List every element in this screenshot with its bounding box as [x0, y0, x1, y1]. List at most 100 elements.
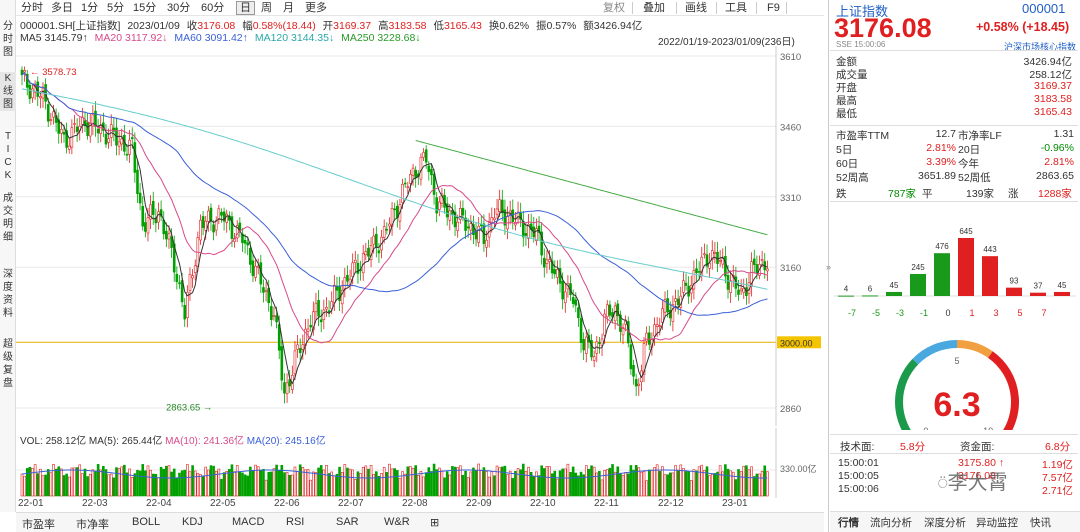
high-value: 3183.58: [388, 20, 427, 32]
restore-rights-button[interactable]: 复权: [603, 2, 625, 14]
index-code: 000001: [1022, 1, 1066, 16]
period-60min[interactable]: 60分: [201, 2, 225, 14]
volume-bar: [354, 479, 357, 497]
volume-bar: [380, 473, 383, 497]
left-tab-3[interactable]: 成交明细: [0, 192, 16, 244]
candle-body: [653, 324, 656, 337]
period-15min[interactable]: 15分: [133, 2, 157, 14]
date-range: 2022/01/19-2023/01/09(236日): [658, 37, 795, 48]
period-week[interactable]: 周: [261, 2, 272, 14]
volume-bar: [655, 464, 659, 497]
volume-bar: [199, 474, 202, 497]
period-multiday[interactable]: 多日: [51, 2, 73, 14]
volume-bar: [574, 472, 578, 497]
volume-bar: [632, 469, 635, 497]
candle-body: [493, 217, 496, 221]
volume-bar: [375, 471, 378, 497]
period-5min[interactable]: 5分: [107, 2, 125, 14]
left-tab-char: 交: [3, 206, 13, 217]
overlay-button[interactable]: 叠加: [643, 2, 665, 14]
volume-bar: [128, 468, 131, 497]
period-1min[interactable]: 1分: [81, 2, 99, 14]
candle-body: [713, 251, 717, 254]
candle-body: [716, 251, 719, 264]
tab-news-flash[interactable]: 快讯: [1030, 517, 1051, 529]
dist-x-label: -1: [920, 308, 928, 318]
draw-line-button[interactable]: 画线: [685, 2, 707, 14]
tab-rsi[interactable]: RSI: [286, 516, 305, 528]
period-fenshi[interactable]: 分时: [21, 2, 43, 14]
volume-bar: [548, 466, 551, 497]
tab-kdj[interactable]: KDJ: [182, 516, 203, 528]
volume-bar: [689, 480, 693, 497]
left-tab-5[interactable]: 超级复盘: [0, 338, 16, 390]
volume-bar: [291, 474, 294, 497]
divider: [830, 434, 1078, 435]
volume-bar: [451, 466, 454, 497]
x-tick-label: 22-11: [594, 498, 619, 509]
tools-button[interactable]: 工具: [725, 2, 747, 14]
tab-wr[interactable]: W&R: [384, 516, 410, 528]
ratio-value: 1.31: [1053, 128, 1074, 140]
tab-sar[interactable]: SAR: [336, 516, 359, 528]
quote-date: 2023/01/09: [127, 20, 180, 32]
volume-bar: [500, 466, 504, 497]
left-tab-4[interactable]: 深度资料: [0, 268, 16, 320]
volume-bar: [144, 470, 147, 497]
f9-button[interactable]: F9: [767, 2, 780, 14]
candle-body: [364, 251, 368, 256]
period-day[interactable]: 日: [236, 1, 255, 15]
stat-value: 3169.37: [1034, 80, 1072, 92]
period-30min[interactable]: 30分: [167, 2, 191, 14]
candle-body: [409, 173, 412, 184]
vol-ma10: MA(10): 241.36亿: [165, 436, 245, 447]
stat-row: 成交量 258.12亿: [836, 67, 1076, 81]
tech-score-label: 技术面:: [840, 441, 875, 453]
candle-body: [760, 259, 764, 261]
volume-bar: [519, 469, 522, 497]
tab-macd[interactable]: MACD: [232, 516, 265, 528]
volume-bar: [579, 471, 583, 497]
tab-boll[interactable]: BOLL: [132, 516, 161, 528]
expand-icon[interactable]: »: [826, 262, 832, 272]
amplitude-label: 振: [536, 20, 547, 32]
candle-body: [524, 233, 528, 236]
period-month[interactable]: 月: [283, 2, 294, 14]
period-more[interactable]: 更多: [305, 2, 327, 14]
volume-bar: [259, 470, 263, 497]
volume-bar: [705, 466, 709, 497]
dist-bar: [910, 273, 926, 296]
add-indicator-button[interactable]: ⊞: [430, 517, 440, 529]
candle-body: [422, 152, 425, 158]
left-tab-0[interactable]: 分时图: [0, 20, 16, 59]
volume-bar: [151, 473, 155, 497]
volume-bar: [521, 463, 525, 497]
tab-pe[interactable]: 市盈率: [22, 519, 55, 531]
volume-bar: [243, 474, 247, 497]
market-core-link[interactable]: 沪深市场核心指数: [1004, 42, 1077, 52]
volume-bar: [262, 468, 265, 497]
volume-bar: [83, 468, 87, 497]
volume-bar: [123, 464, 126, 497]
ratio-value: -0.96%: [1040, 142, 1074, 154]
fund-score-label: 资金面:: [960, 441, 995, 453]
volume-bar: [566, 463, 570, 497]
volume-bar: [288, 474, 292, 497]
volume-chart[interactable]: 330.00亿: [16, 428, 824, 498]
volume-bar: [183, 469, 187, 497]
vol-legend-main: VOL: 258.12亿 MA(5): 265.44亿: [20, 436, 163, 447]
candle-body: [109, 124, 113, 138]
volume-bar: [340, 472, 344, 497]
tab-deep-analysis[interactable]: 深度分析: [924, 517, 966, 529]
tab-quote[interactable]: 行情: [838, 517, 859, 529]
volume-bar: [138, 470, 142, 497]
candlestick-chart[interactable]: 3610 3460 3310 3160 3000.00 2860 ← 3578.73 2863…: [16, 46, 824, 426]
tab-flow-analysis[interactable]: 流向分析: [870, 517, 912, 529]
volume-bar: [78, 464, 82, 497]
tab-pb[interactable]: 市净率: [76, 519, 109, 531]
tab-anomaly-monitor[interactable]: 异动监控: [976, 517, 1018, 529]
candle-body: [590, 340, 593, 358]
ratio-label: 5日: [836, 144, 853, 156]
